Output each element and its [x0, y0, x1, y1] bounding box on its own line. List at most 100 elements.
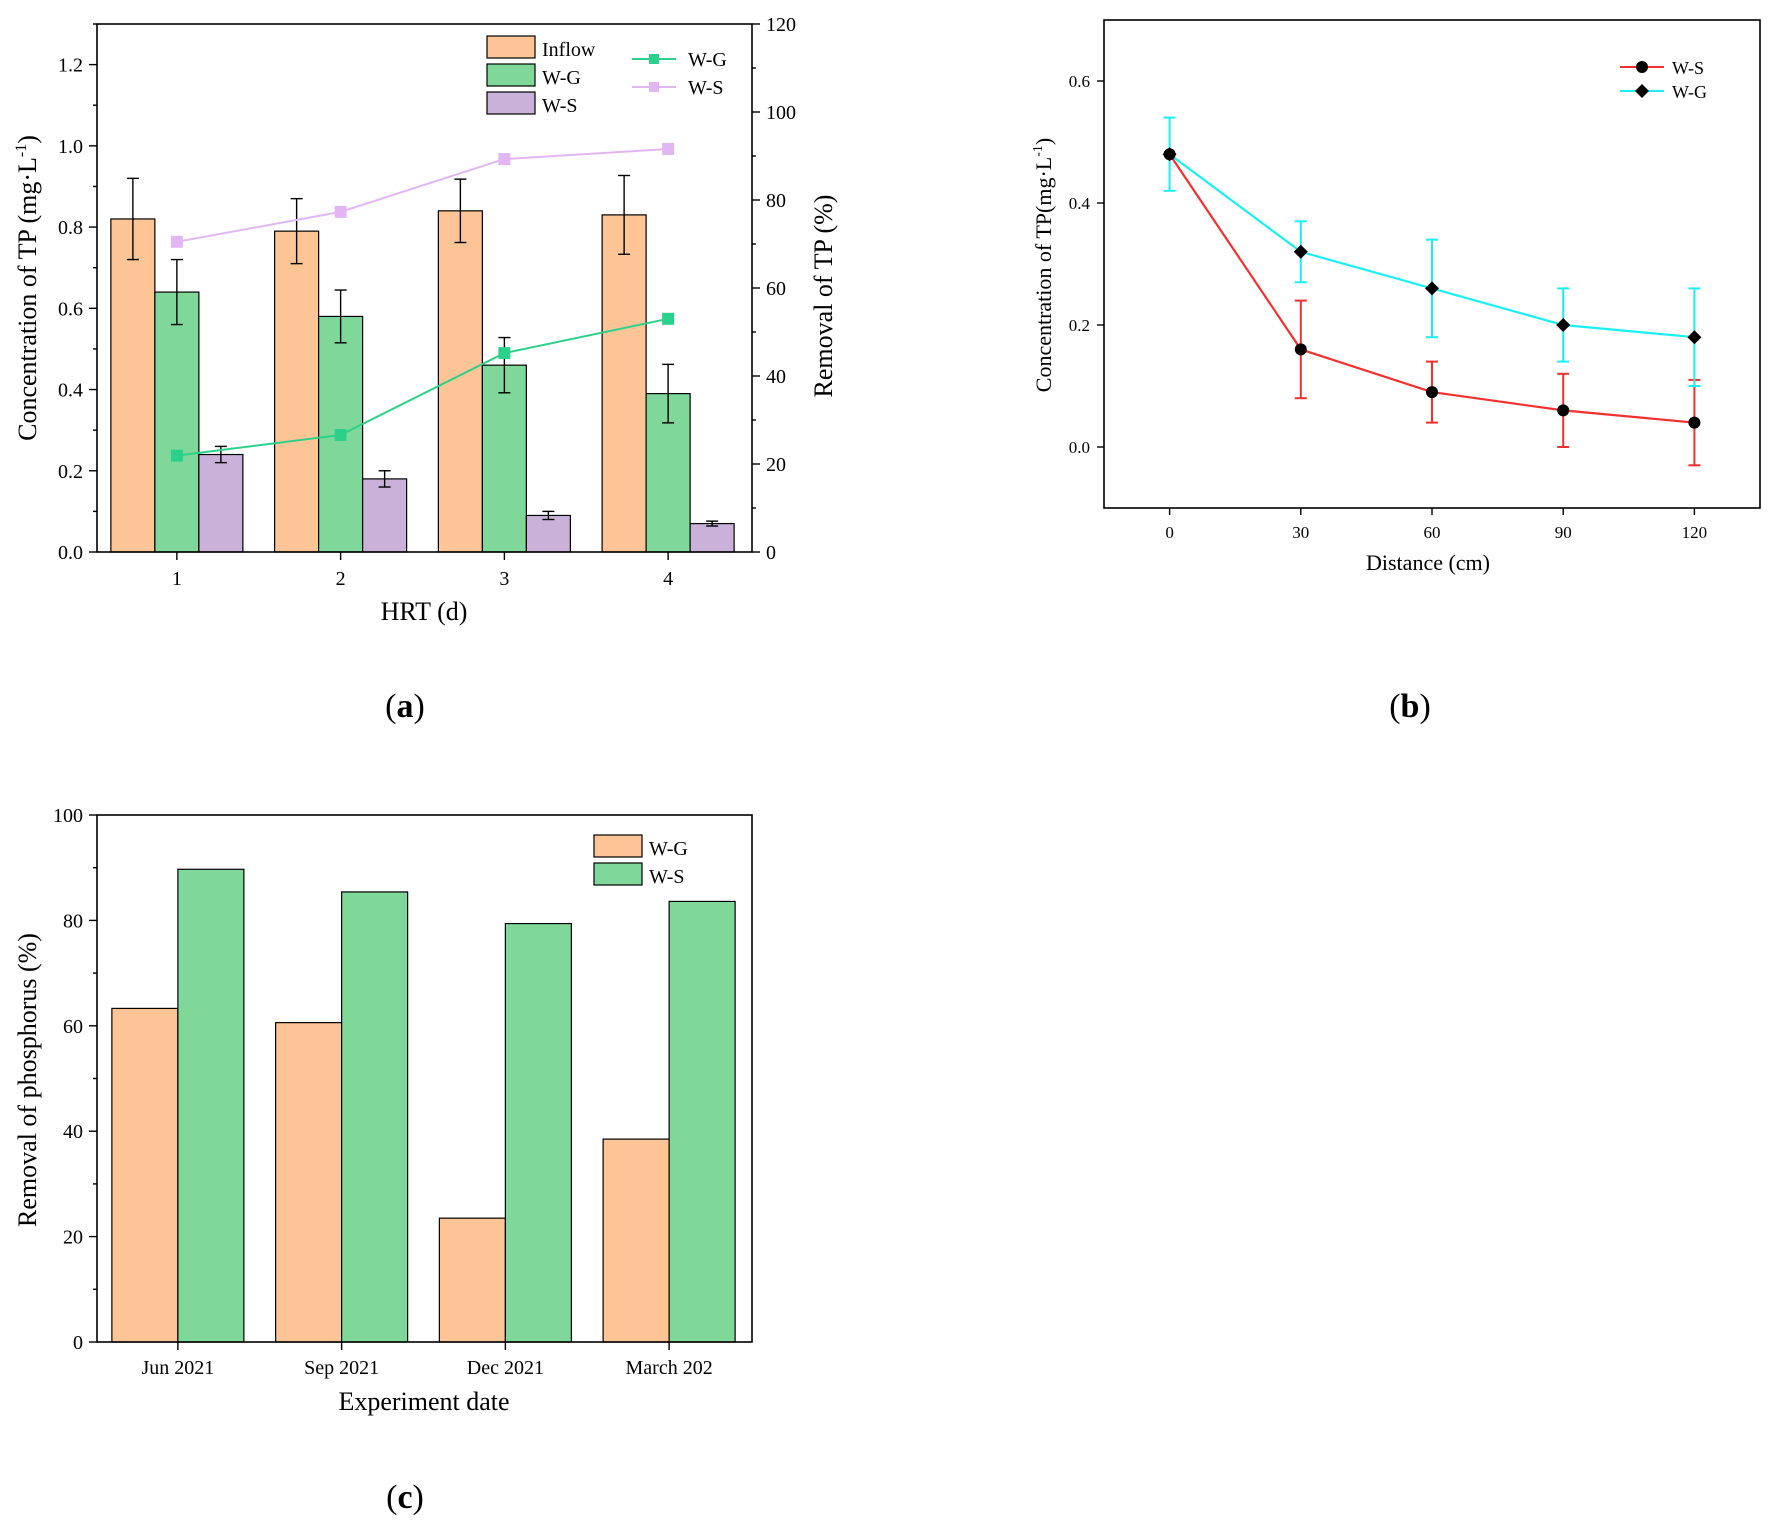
c-ytick-label-0: 0	[73, 1332, 83, 1354]
c-ytick-label-5: 100	[53, 805, 83, 827]
a-bar-w-g-1	[154, 291, 200, 553]
c-bar-w-g-jun-2021	[111, 1007, 179, 1343]
a-marker-w-s-3	[498, 153, 511, 166]
a-bars-layer	[110, 210, 735, 553]
b-marker-w-s-120	[1688, 416, 1701, 429]
c-bar-w-g-sep-2021	[275, 1022, 343, 1343]
b-y-axis: 0.0 0.2 0.4 0.6	[1069, 72, 1104, 457]
c-legend-swatch-wg	[593, 834, 643, 858]
a-marker-w-s-1	[170, 235, 183, 248]
a-ytick-label-1: 0.2	[58, 461, 83, 483]
a-y-axis-label: Concentration of TP (mg·L-1)	[13, 135, 42, 441]
b-ytick-label-0: 0.0	[1069, 438, 1090, 457]
a-error-bars-layer	[126, 174, 719, 527]
b-xtick-label-3: 90	[1555, 523, 1572, 542]
a-legend-line-label-ws: W-S	[688, 77, 724, 99]
b-marker-w-s-30	[1294, 343, 1307, 356]
a-y2tick-label-6: 120	[766, 14, 796, 36]
b-x-axis: 0 30 60 90 120	[1165, 508, 1707, 542]
c-bar-w-s-march-202	[668, 900, 736, 1343]
a-x-axis-label: HRT (d)	[381, 597, 468, 626]
c-ytick-label-1: 20	[63, 1227, 83, 1249]
a-line-w-g	[176, 317, 669, 457]
a-y2-axis: 0 20 40 60 80 100 120	[752, 14, 796, 564]
b-legend: W-S W-G	[1620, 58, 1707, 102]
a-bar-w-g-3	[481, 364, 527, 553]
c-xtick-label-0: Jun 2021	[141, 1357, 214, 1379]
c-bar-w-g-dec-2021	[438, 1217, 506, 1343]
b-legend-label-wg: W-G	[1672, 82, 1707, 102]
a-y2tick-label-5: 100	[766, 102, 796, 124]
a-marker-w-s-4	[662, 142, 675, 155]
c-bar-w-s-jun-2021	[177, 868, 245, 1343]
b-marker-w-s-60	[1426, 386, 1438, 399]
c-ytick-label-4: 80	[63, 910, 83, 932]
chart-a: 0.0 0.2 0.4 0.6 0.8 1.0 1.2 0 20 40 60 80 100 120 1 2…	[13, 14, 838, 626]
b-y-axis-label: Concentration of TP(mg·L-1)	[1031, 138, 1056, 392]
b-xtick-label-1: 30	[1292, 523, 1309, 542]
panel-label-b: (b)	[1389, 688, 1431, 725]
b-legend-marker-wg	[1635, 84, 1649, 98]
a-bar-w-s-3	[525, 514, 571, 553]
a-legend-label-wg: W-G	[542, 67, 581, 89]
a-bar-w-s-4	[689, 522, 735, 553]
panel-label-a: (a)	[385, 688, 425, 725]
c-legend: W-G W-S	[593, 834, 688, 888]
c-legend-label-ws: W-S	[649, 866, 685, 888]
c-legend-swatch-ws	[593, 862, 643, 886]
a-ytick-label-2: 0.4	[58, 380, 83, 402]
b-marker-w-g-30	[1293, 244, 1308, 259]
c-bar-w-s-dec-2021	[504, 922, 572, 1343]
c-x-axis-label: Experiment date	[338, 1387, 509, 1416]
a-line-w-s	[176, 147, 669, 243]
a-bar-inflow-4	[601, 214, 647, 553]
b-marker-w-g-60	[1425, 281, 1439, 296]
a-marker-w-g-2	[334, 428, 347, 441]
a-y2tick-label-0: 0	[766, 542, 776, 564]
c-y-axis-label: Removal of phosphorus (%)	[13, 933, 42, 1227]
a-ytick-label-6: 1.2	[58, 55, 83, 77]
a-bar-inflow-3	[437, 210, 483, 553]
a-legend-swatch-inflow	[486, 35, 536, 59]
c-xtick-label-3: March 202	[626, 1357, 713, 1379]
b-ytick-label-1: 0.2	[1069, 316, 1090, 335]
c-y-axis: 0 20 40 60 80 100	[53, 805, 97, 1354]
a-lines-layer	[170, 142, 675, 462]
a-xtick-label-1: 2	[336, 568, 346, 590]
a-legend-swatch-ws	[486, 91, 536, 115]
b-marker-w-g-0	[1162, 147, 1177, 162]
c-bar-w-g-march-202	[602, 1138, 670, 1343]
b-xtick-label-4: 120	[1682, 523, 1708, 542]
b-ytick-label-3: 0.6	[1069, 72, 1090, 91]
a-y2tick-label-4: 80	[766, 190, 786, 212]
b-ytick-label-2: 0.4	[1069, 194, 1091, 213]
c-legend-label-wg: W-G	[649, 838, 688, 860]
a-x-axis: 1 2 3 4	[172, 552, 673, 590]
b-marker-w-s-90	[1557, 404, 1570, 417]
a-bar-inflow-2	[274, 230, 320, 553]
b-marker-w-g-90	[1556, 318, 1571, 332]
c-xtick-label-2: Dec 2021	[467, 1357, 544, 1379]
b-legend-marker-ws	[1636, 61, 1648, 73]
c-xtick-label-1: Sep 2021	[304, 1357, 379, 1379]
b-legend-label-ws: W-S	[1672, 58, 1704, 78]
c-ytick-label-3: 60	[63, 1016, 83, 1038]
c-bar-w-s-sep-2021	[341, 891, 409, 1343]
c-bars-layer	[111, 868, 736, 1343]
a-ytick-label-5: 1.0	[58, 136, 83, 158]
a-legend-line-label-wg: W-G	[688, 49, 727, 71]
a-marker-w-g-1	[170, 449, 183, 462]
a-bar-inflow-1	[110, 218, 156, 553]
c-ytick-label-2: 40	[63, 1121, 83, 1143]
a-bar-w-s-1	[198, 453, 244, 553]
a-y2tick-label-1: 20	[766, 454, 786, 476]
a-line-legend: W-G W-S	[632, 49, 727, 99]
c-x-axis: Jun 2021 Sep 2021 Dec 2021 March 202	[141, 1342, 713, 1379]
a-ytick-label-4: 0.8	[58, 217, 83, 239]
a-ytick-label-3: 0.6	[58, 298, 83, 320]
panel-label-c: (c)	[386, 1479, 424, 1516]
a-bar-w-s-2	[362, 478, 408, 553]
a-xtick-label-0: 1	[172, 568, 182, 590]
chart-b: 0.0 0.2 0.4 0.6 0 30 60 90 120 Distance (cm) Co…	[1031, 19, 1761, 575]
a-bar-legend: Inflow W-G W-S	[486, 35, 596, 117]
